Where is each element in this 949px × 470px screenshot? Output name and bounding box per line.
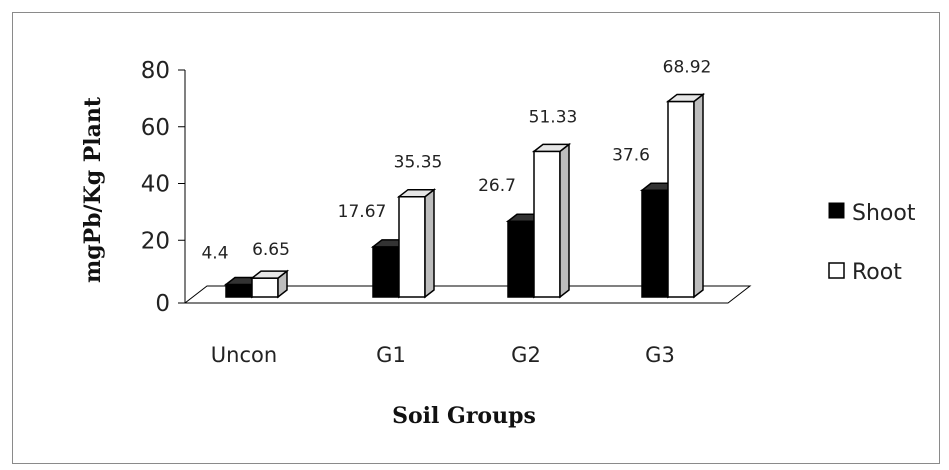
- y-tick-label: 80: [141, 58, 170, 84]
- bar-root-g1: [396, 188, 437, 299]
- y-tick-label: 60: [141, 115, 170, 141]
- bar-front: [372, 246, 400, 298]
- legend-swatch-root: [828, 262, 845, 279]
- data-label-root: 6.65: [252, 240, 290, 260]
- data-label-root: 68.92: [663, 57, 712, 77]
- x-category-label: G3: [645, 343, 675, 367]
- bar-side: [424, 188, 435, 299]
- data-label-shoot: 26.7: [478, 176, 516, 196]
- data-label-shoot: 37.6: [612, 145, 650, 165]
- legend-label-shoot: Shoot: [852, 201, 916, 226]
- legend-label-root: Root: [852, 260, 902, 285]
- bar-top: [249, 270, 290, 279]
- bar-root-g2: [531, 142, 572, 299]
- bar-root-g3: [665, 92, 706, 299]
- chart-frame: [12, 12, 940, 464]
- x-axis-title: Soil Groups: [392, 403, 536, 429]
- data-label-root: 51.33: [529, 107, 578, 127]
- bar-side: [559, 142, 570, 299]
- data-label-shoot: 4.4: [201, 244, 228, 264]
- legend-swatch-shoot: [828, 202, 845, 219]
- chart-floor: [183, 285, 752, 304]
- y-tick-label: 40: [141, 172, 170, 198]
- y-axis-title: mgPb/Kg Plant: [80, 96, 106, 283]
- data-label-root: 35.35: [394, 153, 443, 173]
- bar-front: [251, 277, 279, 298]
- bar-front: [667, 100, 695, 298]
- bar-top: [396, 188, 437, 198]
- bar-side: [693, 92, 704, 299]
- x-category-label: Uncon: [211, 343, 277, 367]
- x-category-label: G1: [376, 343, 406, 367]
- bar-front: [507, 220, 535, 298]
- bar-front: [398, 195, 426, 298]
- bar-top: [665, 93, 706, 103]
- bar-front: [225, 283, 253, 298]
- bar-root-uncon: [249, 269, 290, 299]
- bar-front: [533, 150, 561, 298]
- x-category-label: G2: [511, 343, 541, 367]
- legend: Shoot Root: [828, 201, 916, 285]
- y-tick-label: 20: [141, 228, 170, 254]
- data-label-shoot: 17.67: [338, 202, 387, 222]
- y-tick-label: 0: [155, 291, 170, 317]
- bar-front: [641, 189, 669, 298]
- bar-top: [531, 143, 572, 153]
